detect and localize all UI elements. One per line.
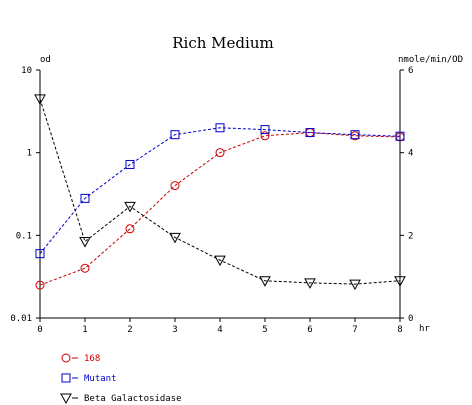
data-point	[125, 224, 135, 234]
legend-item: Beta Galactosidase	[60, 393, 182, 405]
y-right-tick-label: 6	[408, 66, 413, 76]
x-tick-label: 7	[352, 325, 357, 335]
data-point	[169, 232, 181, 244]
x-tick-label: 8	[397, 325, 402, 335]
data-point	[34, 94, 46, 105]
data-point	[395, 131, 405, 141]
y-right-tick-label: 4	[408, 149, 413, 159]
y-left-tick-label: 0.01	[10, 314, 32, 324]
series-mutant	[35, 123, 405, 259]
data-point	[260, 131, 270, 141]
data-point	[260, 125, 270, 135]
legend-item: 168	[61, 353, 100, 364]
data-point	[350, 130, 360, 140]
y-right-tick-label: 0	[408, 314, 413, 324]
series-line	[39, 98, 401, 285]
data-point	[80, 263, 90, 273]
data-point	[304, 278, 316, 289]
data-point	[394, 276, 406, 287]
legend-item: Mutant	[61, 373, 117, 384]
x-tick-label: 1	[82, 325, 87, 335]
data-point	[215, 123, 225, 133]
y-right-tick-label: 2	[408, 231, 413, 241]
data-point	[79, 237, 91, 248]
series-beta-galactosidase	[34, 94, 406, 291]
data-point	[259, 276, 271, 287]
data-point	[170, 130, 180, 140]
series-line	[39, 132, 401, 286]
data-point	[349, 279, 361, 291]
x-tick-label: 4	[217, 325, 222, 335]
data-point	[35, 249, 45, 259]
x-tick-label: 5	[262, 325, 267, 335]
data-point	[170, 181, 180, 191]
x-tick-label: 3	[172, 325, 177, 335]
data-point	[124, 201, 136, 213]
y-left-tick-label: 1	[27, 149, 32, 159]
y-left-unit-label: od	[40, 55, 51, 65]
x-tick-label: 2	[127, 325, 132, 335]
y-left-tick-label: 0.1	[16, 231, 32, 241]
data-point	[305, 128, 315, 138]
series-layer	[34, 94, 406, 291]
tick-labels: 0 1 2 3 4 5 6 7 8 10 1 0.1 0.01 6 4 2 0	[10, 66, 413, 335]
legend-marker	[61, 353, 71, 363]
legend-label: 168	[84, 354, 100, 364]
series-line	[39, 127, 401, 254]
data-point	[214, 255, 226, 267]
legend-label: Beta Galactosidase	[84, 394, 182, 404]
y-left-tick-label: 10	[21, 66, 32, 76]
legend: 168 Mutant Beta Galactosidase	[60, 353, 182, 405]
data-point	[35, 280, 45, 290]
legend-marker	[61, 373, 71, 383]
chart-title: Rich Medium	[172, 34, 273, 52]
data-point	[125, 159, 135, 169]
x-unit-label: hr	[419, 324, 430, 334]
y-right-unit-label: nmole/min/OD	[398, 55, 463, 65]
legend-label: Mutant	[84, 374, 117, 384]
data-point	[80, 193, 90, 203]
legend-marker	[60, 393, 72, 405]
data-point	[215, 148, 225, 158]
x-tick-label: 6	[307, 325, 312, 335]
x-tick-label: 0	[37, 325, 42, 335]
